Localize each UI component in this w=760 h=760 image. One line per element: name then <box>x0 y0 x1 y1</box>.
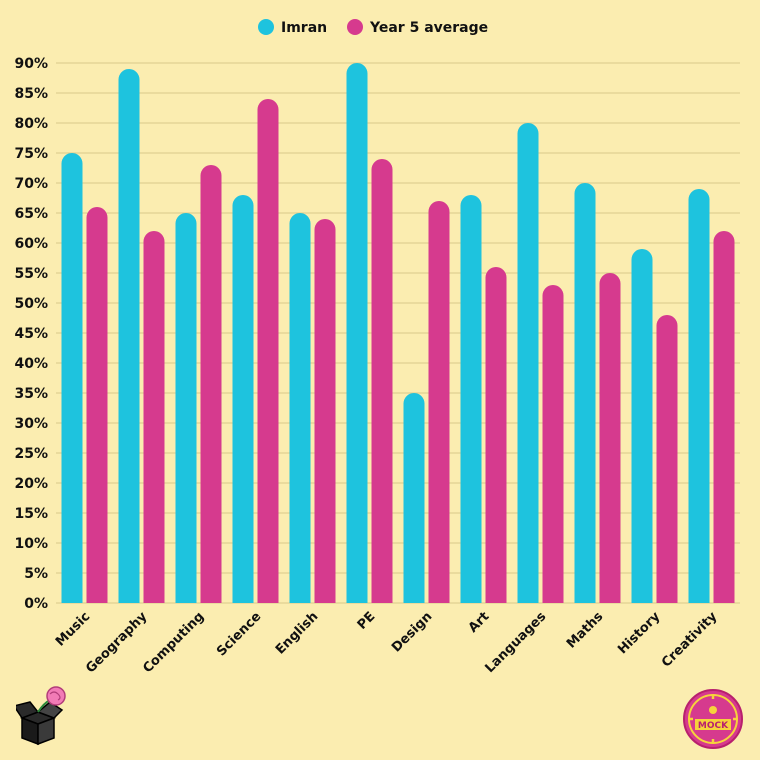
bar-year5-average <box>143 231 165 603</box>
y-tick-label: 45% <box>14 326 48 342</box>
bar-imran <box>232 195 254 603</box>
bar-year5-average <box>485 267 507 603</box>
x-tick-label: PE <box>355 609 379 633</box>
y-tick-label: 55% <box>14 266 48 282</box>
x-tick-label: Art <box>466 609 493 636</box>
y-tick-label: 30% <box>14 416 48 432</box>
y-tick-label: 60% <box>14 236 48 252</box>
y-tick-label: 15% <box>14 506 48 522</box>
y-tick-label: 50% <box>14 296 48 312</box>
y-tick-label: 5% <box>24 566 48 582</box>
bar-imran <box>346 63 368 603</box>
x-tick-label: Languages <box>482 609 549 676</box>
mock-logo-text: MOCK <box>698 721 729 731</box>
legend-label: Year 5 average <box>369 20 488 36</box>
x-tick-label: Science <box>214 609 264 659</box>
bar-imran <box>517 123 539 603</box>
bar-imran <box>688 189 710 603</box>
brain-box-icon <box>16 686 66 746</box>
x-tick-label: Design <box>389 609 435 655</box>
x-tick-label: Computing <box>140 609 207 676</box>
bar-year5-average <box>314 219 336 603</box>
bar-year5-average <box>257 99 279 603</box>
bar-imran <box>631 249 653 604</box>
mock-clock-icon: MOCK <box>683 689 743 749</box>
bar-year5-average <box>200 165 222 604</box>
x-tick-label: Creativity <box>659 609 721 671</box>
bar-imran <box>403 393 425 603</box>
bar-imran <box>460 195 482 603</box>
y-tick-label: 10% <box>14 536 48 552</box>
bar-year5-average <box>656 315 678 603</box>
y-tick-label: 70% <box>14 176 48 192</box>
bar-imran <box>118 69 140 603</box>
y-tick-label: 85% <box>14 86 48 102</box>
bar-year5-average <box>713 231 735 603</box>
x-tick-label: Maths <box>564 609 607 652</box>
bar-imran <box>61 153 83 603</box>
x-tick-label: History <box>615 609 664 658</box>
legend-swatch <box>258 19 274 35</box>
bar-imran <box>574 183 596 603</box>
bar-year5-average <box>599 273 621 603</box>
bar-imran <box>289 213 311 604</box>
y-tick-label: 80% <box>14 116 48 132</box>
x-tick-label: Music <box>53 609 93 649</box>
x-tick-label: English <box>273 609 321 657</box>
y-tick-label: 35% <box>14 386 48 402</box>
y-tick-label: 20% <box>14 476 48 492</box>
y-tick-label: 65% <box>14 206 48 222</box>
y-tick-label: 25% <box>14 446 48 462</box>
legend-label: Imran <box>281 20 327 36</box>
legend-swatch <box>347 19 363 35</box>
bar-imran <box>175 213 197 604</box>
bar-year5-average <box>542 285 564 603</box>
bar-year5-average <box>371 159 393 603</box>
y-tick-label: 90% <box>14 56 48 72</box>
y-tick-label: 0% <box>24 596 48 612</box>
bar-year5-average <box>428 201 450 603</box>
bar-year5-average <box>86 207 108 604</box>
y-tick-label: 40% <box>14 356 48 372</box>
y-tick-label: 75% <box>14 146 48 162</box>
